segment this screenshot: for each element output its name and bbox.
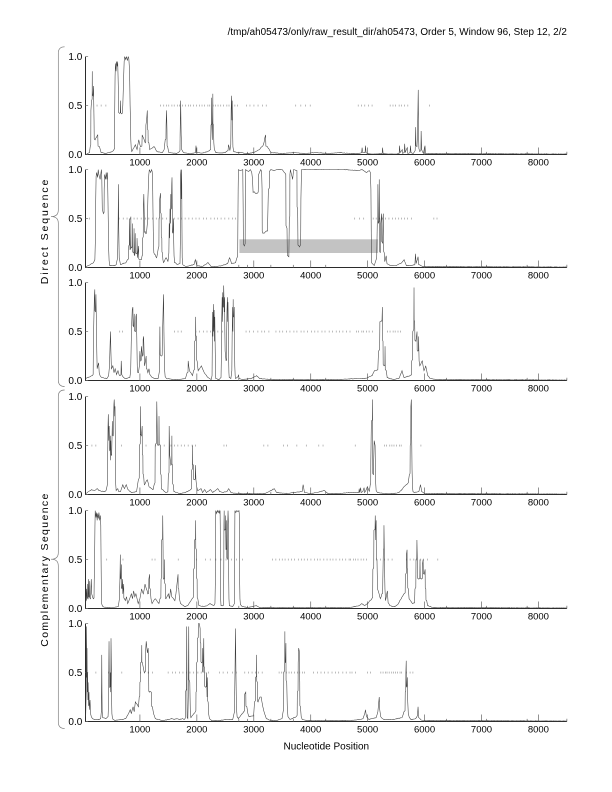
- svg-text:0.5: 0.5: [68, 441, 82, 452]
- svg-text:4000: 4000: [300, 157, 321, 168]
- svg-text:8000: 8000: [528, 611, 549, 622]
- svg-text:0.0: 0.0: [68, 376, 82, 387]
- svg-text:Nucleotide Position: Nucleotide Position: [283, 742, 369, 753]
- svg-text:3000: 3000: [243, 724, 264, 735]
- svg-text:6000: 6000: [414, 383, 435, 394]
- svg-text:0.0: 0.0: [68, 490, 82, 501]
- svg-text:0.5: 0.5: [68, 555, 82, 566]
- svg-text:1.0: 1.0: [68, 392, 82, 403]
- svg-text:0.0: 0.0: [68, 717, 82, 728]
- svg-text:1000: 1000: [129, 157, 150, 168]
- svg-text:3000: 3000: [243, 497, 264, 508]
- svg-text:7000: 7000: [471, 270, 492, 281]
- svg-text:5000: 5000: [357, 497, 378, 508]
- svg-text:2000: 2000: [186, 157, 207, 168]
- svg-text:0.5: 0.5: [68, 101, 82, 112]
- svg-text:8000: 8000: [528, 497, 549, 508]
- svg-text:Direct Sequence: Direct Sequence: [39, 178, 51, 285]
- svg-text:0.5: 0.5: [68, 214, 82, 225]
- svg-text:/tmp/ah05473/only/raw_result_d: /tmp/ah05473/only/raw_result_dir/ah05473…: [228, 27, 567, 38]
- svg-text:2000: 2000: [186, 270, 207, 281]
- svg-text:7000: 7000: [471, 724, 492, 735]
- svg-text:Complementary Sequence: Complementary Sequence: [39, 492, 51, 646]
- svg-text:1.0: 1.0: [68, 619, 82, 630]
- svg-text:3000: 3000: [243, 383, 264, 394]
- svg-text:8000: 8000: [528, 157, 549, 168]
- svg-text:3000: 3000: [243, 611, 264, 622]
- svg-text:6000: 6000: [414, 611, 435, 622]
- svg-text:1.0: 1.0: [68, 52, 82, 63]
- svg-text:1000: 1000: [129, 611, 150, 622]
- svg-text:3000: 3000: [243, 270, 264, 281]
- svg-text:1000: 1000: [129, 383, 150, 394]
- svg-text:0.5: 0.5: [68, 327, 82, 338]
- svg-text:2000: 2000: [186, 724, 207, 735]
- svg-text:5000: 5000: [357, 270, 378, 281]
- svg-text:0.0: 0.0: [68, 263, 82, 274]
- svg-text:1.0: 1.0: [68, 506, 82, 517]
- svg-text:2000: 2000: [186, 383, 207, 394]
- svg-text:7000: 7000: [471, 497, 492, 508]
- svg-text:7000: 7000: [471, 383, 492, 394]
- svg-text:1000: 1000: [129, 497, 150, 508]
- svg-text:5000: 5000: [357, 383, 378, 394]
- svg-text:1000: 1000: [129, 724, 150, 735]
- svg-text:5000: 5000: [357, 611, 378, 622]
- svg-text:4000: 4000: [300, 497, 321, 508]
- svg-text:4000: 4000: [300, 383, 321, 394]
- svg-text:6000: 6000: [414, 497, 435, 508]
- svg-text:3000: 3000: [243, 157, 264, 168]
- svg-text:8000: 8000: [528, 724, 549, 735]
- svg-text:2000: 2000: [186, 611, 207, 622]
- svg-text:0.0: 0.0: [68, 150, 82, 161]
- svg-text:1.0: 1.0: [68, 165, 82, 176]
- svg-text:0.0: 0.0: [68, 604, 82, 615]
- svg-text:6000: 6000: [414, 270, 435, 281]
- svg-text:1.0: 1.0: [68, 278, 82, 289]
- svg-text:4000: 4000: [300, 611, 321, 622]
- svg-text:6000: 6000: [414, 157, 435, 168]
- svg-text:5000: 5000: [357, 157, 378, 168]
- svg-text:1000: 1000: [129, 270, 150, 281]
- svg-text:2000: 2000: [186, 497, 207, 508]
- svg-text:7000: 7000: [471, 611, 492, 622]
- svg-text:8000: 8000: [528, 270, 549, 281]
- svg-text:8000: 8000: [528, 383, 549, 394]
- svg-text:5000: 5000: [357, 724, 378, 735]
- svg-text:6000: 6000: [414, 724, 435, 735]
- svg-text:4000: 4000: [300, 724, 321, 735]
- svg-text:4000: 4000: [300, 270, 321, 281]
- svg-text:0.5: 0.5: [68, 668, 82, 679]
- svg-text:7000: 7000: [471, 157, 492, 168]
